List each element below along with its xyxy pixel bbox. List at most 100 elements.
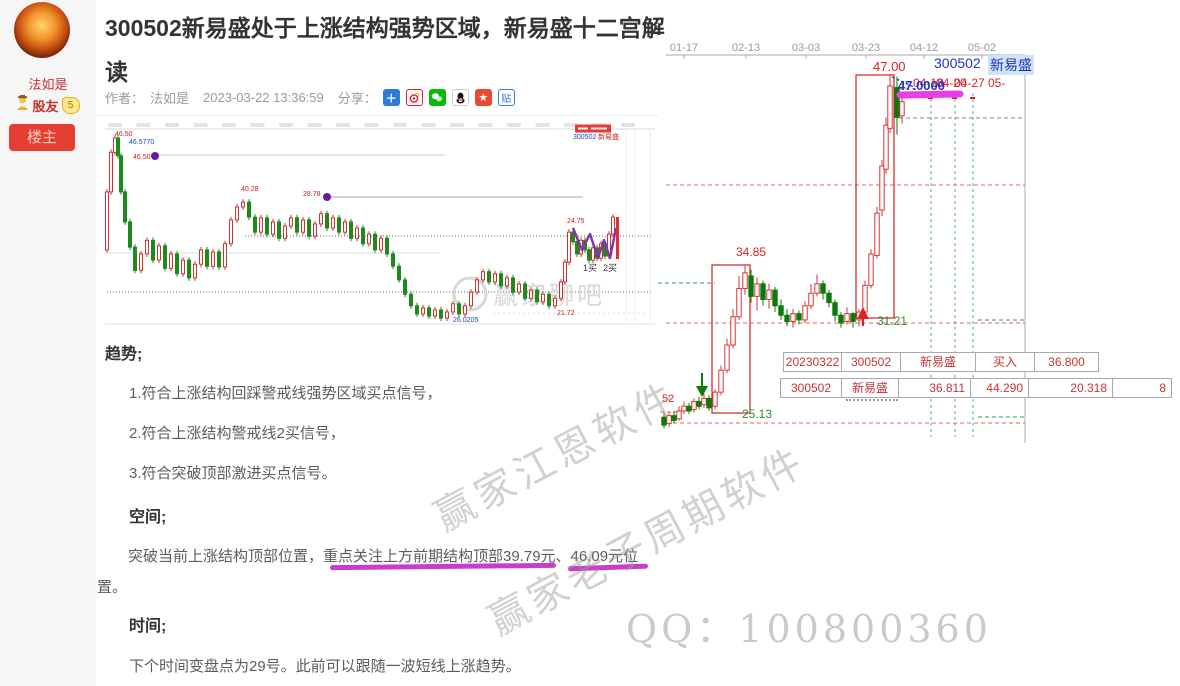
chart-label: 28.78 — [303, 191, 321, 198]
candle-body — [385, 237, 389, 255]
space-paragraph: 突破当前上涨结构顶部位置，重点关注上方前期结构顶部39.79元、46.09元位置… — [97, 548, 639, 596]
candle-body — [766, 289, 772, 301]
candle-body — [307, 219, 311, 237]
author-badges: 股友 5 — [0, 94, 96, 115]
candle-body — [337, 217, 341, 233]
avatar[interactable] — [14, 2, 70, 58]
candle-body — [139, 253, 143, 271]
post-title: 300502新易盛处于上涨结构强势区域，新易盛十二宫解读 — [105, 15, 665, 85]
candle-body — [181, 259, 185, 275]
chart-watermark-logo — [452, 276, 488, 312]
table-cell: 买入 — [975, 352, 1035, 372]
candle-body — [217, 251, 221, 268]
candle-body — [724, 344, 730, 371]
candle-body — [116, 137, 120, 157]
overlay-date-1: 04-18 — [913, 76, 944, 90]
signal-badge — [151, 152, 159, 160]
candle-body — [529, 289, 533, 299]
table-cell: 36.811 — [898, 378, 971, 398]
author-username[interactable]: 法如是 — [28, 77, 68, 92]
table-cell: 20230322 — [783, 352, 842, 372]
candle-body — [808, 292, 814, 307]
candle-body — [844, 313, 850, 322]
watermark-laozi: 赢家老子周期软件 — [481, 439, 814, 644]
floor-poster-button[interactable]: 楼主 — [9, 124, 75, 151]
space-heading: 空间; — [129, 509, 167, 526]
axis-tick-smudge — [136, 123, 151, 127]
candle-body — [772, 289, 778, 307]
axis-tick-smudge — [621, 123, 635, 127]
chart-label: 300502 — [573, 134, 596, 141]
candle-body — [748, 275, 754, 297]
peak-price-label: 47.00 — [873, 59, 906, 74]
candle-body — [879, 165, 885, 211]
candle-body — [475, 279, 479, 293]
candle-body — [784, 314, 790, 322]
candle-body — [313, 223, 317, 237]
axis-tick-smudge — [421, 123, 436, 127]
candle-body — [887, 85, 893, 129]
table-cell: 36.800 — [1034, 352, 1099, 372]
chart-label: 40.28 — [241, 186, 259, 193]
longterm-chart-svg: 赢家聊吧46.5046.577046.5040.2828.7824.7526.0… — [105, 123, 655, 325]
candle-body — [671, 415, 677, 421]
author-label: 作者： — [105, 91, 145, 106]
peak-callout-line — [891, 76, 915, 88]
buy-zigzag-line — [571, 227, 618, 260]
candle-body — [331, 217, 335, 229]
candle-body — [343, 221, 347, 233]
candle-body — [295, 217, 299, 233]
axis-date-3: 03-03 — [791, 42, 821, 54]
candle-body — [187, 259, 191, 279]
chart-label: 2买 — [603, 263, 617, 273]
candle-body — [277, 221, 281, 239]
candle-body — [325, 213, 329, 229]
candle-body — [427, 307, 431, 317]
qq-icon[interactable] — [451, 89, 469, 106]
ticker-box-glyph — [578, 127, 588, 130]
chart-label: 24.75 — [567, 218, 585, 225]
candle-body — [505, 277, 509, 287]
peak-tag-label: 47.0000 — [898, 78, 945, 93]
candle-body — [868, 253, 874, 286]
author-name[interactable]: 法如是 — [150, 91, 190, 106]
axis-tick-smudge — [450, 123, 464, 127]
wechat-icon[interactable] — [428, 89, 446, 106]
tieba-icon[interactable]: 贴 — [497, 89, 515, 106]
candle-body — [169, 253, 173, 269]
longterm-chart-image[interactable]: 赢家聊吧46.5046.577046.5040.2828.7824.7526.0… — [105, 122, 655, 325]
qzone-icon[interactable]: ★ — [474, 89, 492, 106]
candle-body — [563, 261, 567, 283]
candle-body — [661, 416, 667, 426]
candle-body — [712, 391, 718, 407]
candle-body — [553, 297, 557, 307]
candle-body — [742, 272, 748, 290]
chart-label: 46.5770 — [129, 139, 154, 146]
red-tick-dot — [928, 97, 933, 99]
table-dotted-underline — [846, 399, 898, 401]
table-cell: 44.290 — [970, 378, 1029, 398]
candle-body — [265, 217, 269, 235]
trend-heading: 趋势; — [105, 346, 143, 363]
table-cell: 300502 — [780, 378, 842, 398]
candle-body — [367, 233, 371, 245]
overlay-date-2: 04-20 — [936, 76, 967, 90]
axis-tick-smudge — [250, 123, 265, 127]
axis-tick-smudge — [307, 123, 322, 127]
candle-body — [151, 239, 155, 261]
chart-label: 46.50 — [133, 154, 151, 161]
security-name: 新易盛 — [988, 55, 1034, 75]
daily-chart-image[interactable]: 01-17 02-13 03-03 03-23 04-12 05-02 47.0… — [658, 35, 1180, 460]
box-top-label: 34.85 — [736, 245, 767, 259]
candle-body — [790, 313, 796, 322]
candle-body — [445, 311, 449, 319]
candle-body — [567, 231, 571, 263]
weibo-icon[interactable] — [405, 89, 423, 106]
chart-label: 21.72 — [557, 310, 575, 317]
plus-share-icon[interactable]: ＋ — [382, 89, 400, 106]
axis-tick-smudge — [336, 123, 350, 127]
candle-body — [241, 201, 245, 208]
candle-body — [718, 369, 724, 393]
signal-badge — [323, 193, 331, 201]
axis-tick-smudge — [108, 123, 122, 127]
